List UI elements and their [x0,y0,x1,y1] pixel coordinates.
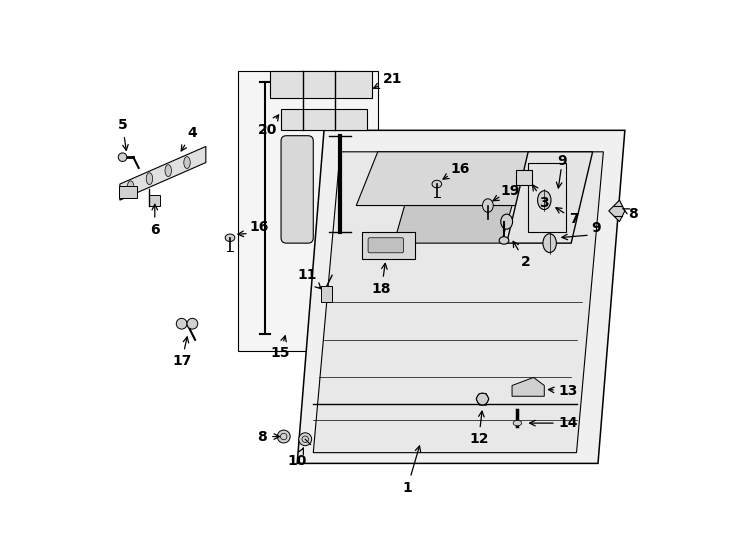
Text: 16: 16 [450,163,470,176]
Polygon shape [608,200,625,221]
Text: 11: 11 [297,268,321,289]
Circle shape [277,430,290,443]
FancyBboxPatch shape [368,238,404,253]
Ellipse shape [482,199,493,212]
Text: 3: 3 [533,185,549,210]
Text: 19: 19 [501,184,520,198]
Text: 15: 15 [270,336,290,360]
Text: 14: 14 [530,416,578,430]
Polygon shape [297,130,625,463]
Circle shape [187,319,197,329]
Text: 20: 20 [258,115,279,137]
FancyBboxPatch shape [516,170,532,185]
Polygon shape [512,377,545,396]
Ellipse shape [146,173,153,185]
Polygon shape [321,286,332,302]
Text: 9: 9 [558,154,567,168]
Ellipse shape [501,214,512,229]
Text: 17: 17 [172,337,192,368]
FancyBboxPatch shape [281,136,313,243]
Text: 2: 2 [513,241,531,269]
Ellipse shape [128,181,134,193]
Polygon shape [281,109,367,130]
Ellipse shape [513,421,522,426]
Ellipse shape [476,393,488,405]
Circle shape [176,319,187,329]
Text: 18: 18 [371,264,391,296]
Ellipse shape [499,237,509,244]
FancyBboxPatch shape [120,186,137,198]
Text: 1: 1 [402,446,421,495]
Polygon shape [313,152,603,453]
Polygon shape [150,195,160,206]
Polygon shape [356,152,587,206]
Text: 16: 16 [250,220,269,234]
Text: 10: 10 [288,448,307,468]
Circle shape [299,433,312,446]
Polygon shape [120,146,206,200]
Ellipse shape [291,157,304,190]
Text: 7: 7 [556,208,578,226]
Text: 9: 9 [592,221,601,235]
Ellipse shape [225,234,235,241]
Text: 8: 8 [622,207,638,221]
Polygon shape [362,232,415,259]
Text: 12: 12 [469,411,489,446]
Circle shape [118,153,127,161]
Text: 21: 21 [374,72,402,89]
Polygon shape [506,152,592,243]
Ellipse shape [165,165,172,177]
Ellipse shape [184,157,190,168]
Ellipse shape [543,234,556,253]
Text: 8: 8 [258,429,280,443]
Text: 6: 6 [150,204,159,237]
Text: 13: 13 [548,384,578,398]
Ellipse shape [537,191,551,210]
Polygon shape [270,71,372,98]
Text: 4: 4 [181,126,197,151]
Text: 5: 5 [117,118,128,150]
Ellipse shape [432,180,442,188]
Polygon shape [394,206,512,243]
Polygon shape [238,71,378,350]
